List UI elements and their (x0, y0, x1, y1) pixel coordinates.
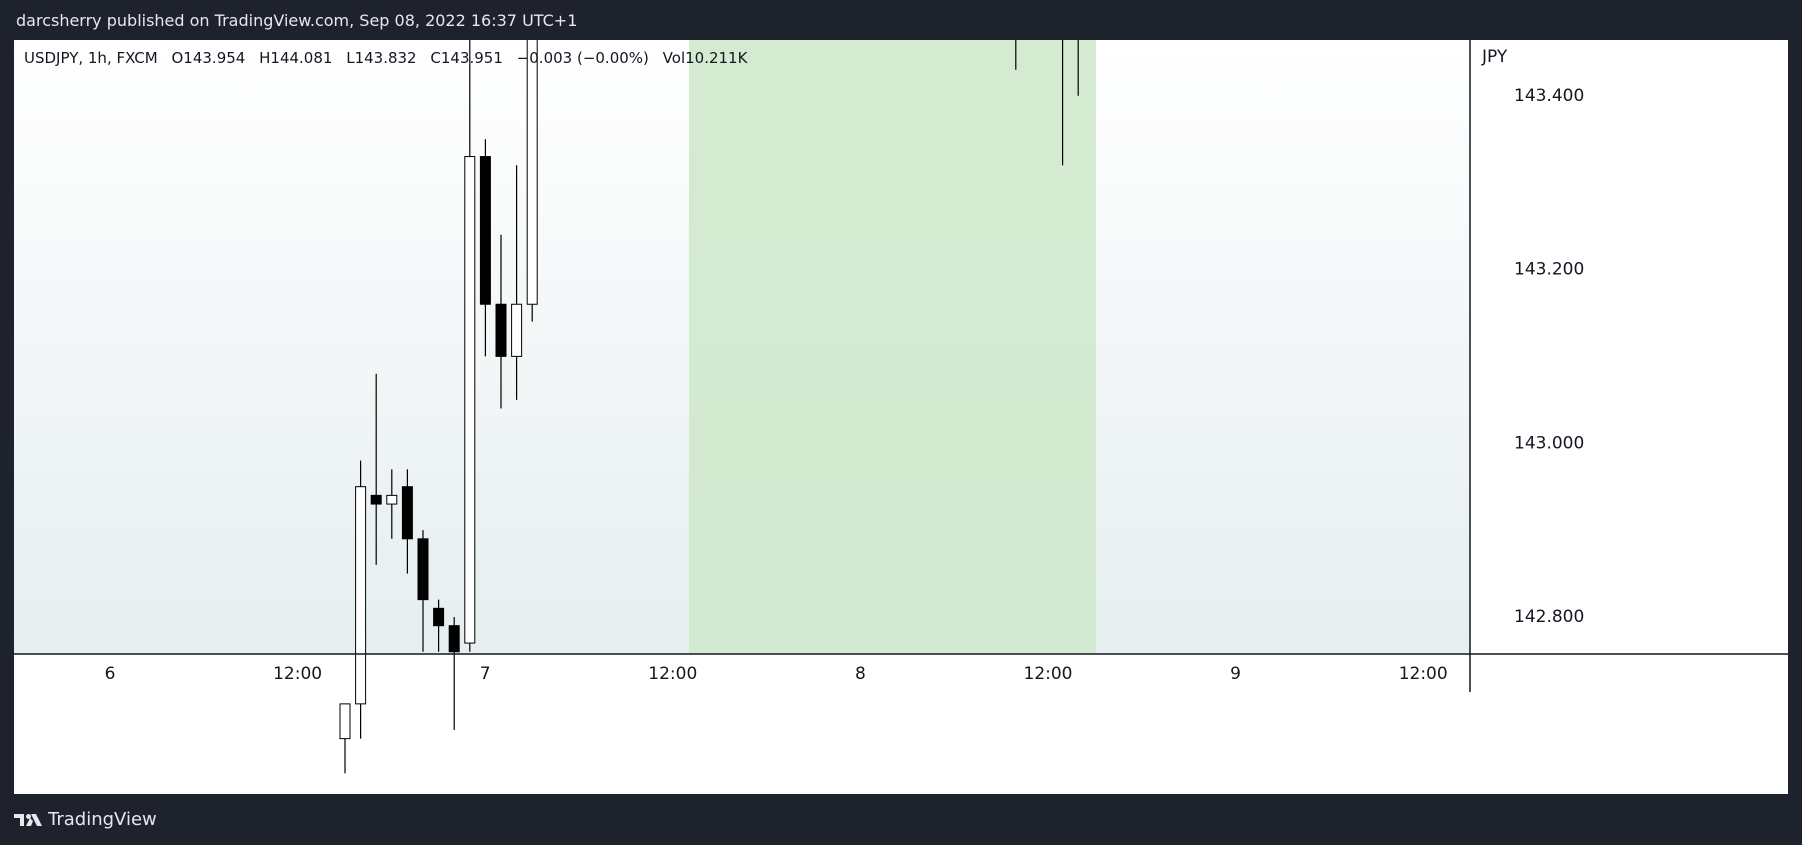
candle[interactable] (495, 234, 507, 409)
take-profit-zone[interactable] (689, 40, 1096, 654)
candle[interactable] (433, 599, 445, 652)
candle[interactable] (401, 469, 413, 574)
candle-body (495, 303, 507, 357)
legend-open: O143.954 (171, 49, 246, 67)
legend-symbol[interactable]: USDJPY, 1h, FXCM (24, 49, 158, 67)
x-tick-label: 12:00 (648, 664, 697, 684)
candle[interactable] (417, 530, 429, 652)
candle-body (355, 486, 367, 705)
tradingview-logo-text: TradingView (48, 809, 157, 830)
chart-canvas[interactable]: 114.700144.000 BEARISH SIGNALbreakdown/r… (14, 40, 1788, 794)
y-tick-label: 143.000 (1514, 433, 1584, 453)
x-tick-label: 12:00 (1024, 664, 1073, 684)
candle-body (464, 156, 476, 644)
candle-body (511, 303, 523, 357)
legend-change: −0.003 (−0.00%) (516, 49, 649, 67)
candle[interactable] (464, 40, 476, 652)
x-tick-label: 9 (1230, 664, 1241, 684)
footer-bar: TradingView (0, 794, 1802, 845)
candle[interactable] (448, 617, 460, 730)
candle[interactable] (370, 373, 382, 565)
candle[interactable] (526, 40, 538, 322)
candle-body (339, 703, 351, 740)
y-tick-label: 143.200 (1514, 260, 1584, 280)
candle[interactable] (339, 703, 351, 774)
candle-body (479, 156, 491, 305)
legend-close: C143.951 (430, 49, 503, 67)
candle-body (386, 494, 398, 505)
publish-header: darcsherry published on TradingView.com,… (0, 0, 1802, 40)
x-tick-label: 8 (855, 664, 866, 684)
candle[interactable] (386, 469, 398, 539)
tradingview-logo-icon (14, 813, 42, 826)
candle-body (526, 40, 538, 305)
publish-info-text: darcsherry published on TradingView.com,… (16, 11, 578, 30)
candle[interactable] (479, 139, 491, 357)
candle-body (417, 538, 429, 601)
x-tick-label: 7 (480, 664, 491, 684)
candle[interactable] (355, 460, 367, 739)
chart-frame[interactable]: 114.700144.000 BEARISH SIGNALbreakdown/r… (14, 40, 1788, 794)
x-tick-label: 12:00 (1399, 664, 1448, 684)
candle-body (448, 625, 460, 653)
currency-label: JPY (1481, 47, 1508, 67)
symbol-legend: USDJPY, 1h, FXCM O143.954 H144.081 L143.… (24, 49, 756, 67)
legend-high: H144.081 (259, 49, 333, 67)
y-tick-label: 142.800 (1514, 607, 1584, 627)
candle-body (433, 607, 445, 627)
x-tick-label: 12:00 (273, 664, 322, 684)
candle-body (370, 494, 382, 505)
candle[interactable] (1058, 40, 1068, 166)
tradingview-logo[interactable]: TradingView (14, 809, 157, 830)
y-tick-label: 143.400 (1514, 86, 1584, 106)
legend-low: L143.832 (346, 49, 417, 67)
legend-volume: Vol10.211K (662, 49, 748, 67)
candle[interactable] (511, 165, 523, 400)
candle-body (401, 486, 413, 540)
x-tick-label: 6 (105, 664, 116, 684)
